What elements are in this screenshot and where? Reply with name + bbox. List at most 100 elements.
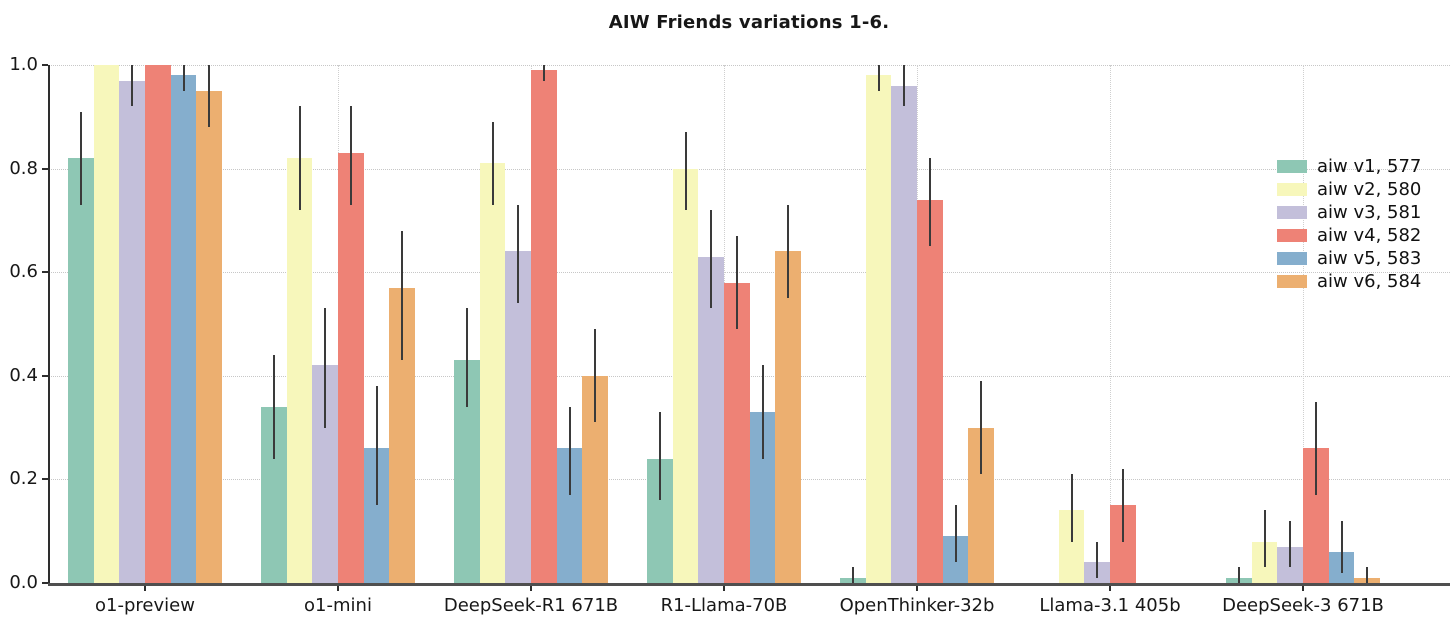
x-tick-label: DeepSeek-R1 671B xyxy=(443,595,619,616)
y-tick-label: 0.2 xyxy=(9,468,38,490)
bar-v2-1 xyxy=(93,65,120,583)
legend-item-v4: aiw v4, 582 xyxy=(1277,224,1421,247)
bar-v3-5 xyxy=(891,85,917,583)
error-bar-v4-7 xyxy=(1314,401,1317,495)
legend-label-v6: aiw v6, 584 xyxy=(1317,271,1422,292)
error-bar-v4-5 xyxy=(928,158,931,247)
legend-label-v2: aiw v2, 580 xyxy=(1317,179,1422,200)
bar-v2-4 xyxy=(672,168,699,583)
bar-v1-1 xyxy=(68,158,94,583)
error-bar-v1-2 xyxy=(272,355,275,459)
x-axis-tick xyxy=(1302,585,1304,591)
bar-v2-5 xyxy=(865,75,892,583)
x-axis-spine xyxy=(48,583,1450,586)
error-bar-v5-5 xyxy=(954,505,957,563)
error-bar-v5-3 xyxy=(568,406,571,495)
legend-swatch-v5 xyxy=(1277,252,1307,265)
legend-swatch-v1 xyxy=(1277,160,1307,173)
y-axis-tick xyxy=(42,64,48,66)
x-axis-tick xyxy=(916,585,918,591)
error-bar-v5-4 xyxy=(761,365,764,459)
y-tick-label: 0.8 xyxy=(9,157,38,179)
legend-label-v4: aiw v4, 582 xyxy=(1317,225,1422,246)
error-bar-v3-7 xyxy=(1289,520,1292,568)
error-bar-v1-7 xyxy=(1237,567,1240,583)
error-bar-v2-4 xyxy=(684,132,687,211)
legend-label-v1: aiw v1, 577 xyxy=(1317,156,1422,177)
error-bar-v3-4 xyxy=(710,210,713,309)
y-tick-label: 0.0 xyxy=(9,572,38,593)
error-bar-v6-4 xyxy=(787,204,790,299)
x-axis-tick xyxy=(144,585,146,591)
y-tick-label: 1.0 xyxy=(9,54,38,75)
y-axis-tick xyxy=(42,582,48,584)
x-axis-tick xyxy=(530,585,532,591)
error-bar-v5-1 xyxy=(182,65,185,91)
x-tick-label: Llama-3.1 405b xyxy=(1039,595,1181,616)
y-tick-label: 0.6 xyxy=(9,261,38,283)
error-bar-v1-4 xyxy=(658,412,661,501)
error-bar-v3-1 xyxy=(131,65,134,107)
legend-swatch-v3 xyxy=(1277,206,1307,219)
bar-v3-1 xyxy=(119,80,145,583)
bar-v6-4 xyxy=(775,251,801,583)
error-bar-v3-5 xyxy=(903,65,906,107)
error-bar-v6-5 xyxy=(980,380,983,475)
error-bar-v2-2 xyxy=(298,106,301,211)
legend-label-v3: aiw v3, 581 xyxy=(1317,202,1422,223)
bar-v4-3 xyxy=(531,70,557,583)
y-axis-tick xyxy=(42,167,48,170)
error-bar-v2-6 xyxy=(1070,474,1073,542)
error-bar-v2-7 xyxy=(1263,510,1266,568)
x-tick-label: o1-preview xyxy=(95,595,195,616)
legend-item-v6: aiw v6, 584 xyxy=(1277,270,1421,293)
bar-v2-2 xyxy=(286,158,313,583)
error-bar-v5-2 xyxy=(375,386,378,506)
y-axis-tick xyxy=(42,374,48,377)
legend: aiw v1, 577 aiw v2, 580 aiw v3, 581 aiw v4,… xyxy=(1277,155,1421,293)
legend-item-v2: aiw v2, 580 xyxy=(1277,178,1421,201)
gridline-horizontal xyxy=(48,168,1450,170)
error-bar-v3-3 xyxy=(517,204,520,304)
error-bar-v3-2 xyxy=(324,308,327,428)
y-axis-spine xyxy=(48,65,50,583)
error-bar-v1-1 xyxy=(79,111,82,205)
gridline-vertical xyxy=(1110,65,1111,583)
bar-v6-1 xyxy=(196,90,222,583)
y-axis-tick xyxy=(42,478,48,481)
bar-v4-5 xyxy=(917,199,943,583)
error-bar-v2-3 xyxy=(491,121,494,205)
x-tick-label: o1-mini xyxy=(304,595,372,616)
bar-v4-4 xyxy=(724,282,750,583)
x-tick-label: R1-Llama-70B xyxy=(660,595,788,616)
legend-item-v1: aiw v1, 577 xyxy=(1277,155,1421,178)
error-bar-v6-1 xyxy=(208,65,211,128)
x-axis-tick xyxy=(337,585,339,591)
error-bar-v5-7 xyxy=(1340,520,1343,573)
error-bar-v4-6 xyxy=(1121,469,1124,542)
y-tick-label: 0.4 xyxy=(9,364,38,386)
x-axis-tick xyxy=(1109,585,1111,591)
gridline-vertical xyxy=(1303,65,1304,583)
x-tick-label: DeepSeek-3 671B xyxy=(1222,595,1384,616)
chart-title: AIW Friends variations 1-6. xyxy=(608,12,890,33)
bar-v2-3 xyxy=(479,163,506,583)
y-axis-tick xyxy=(42,271,48,274)
error-bar-v6-2 xyxy=(401,230,404,361)
error-bar-v1-5 xyxy=(851,567,854,583)
error-bar-v6-3 xyxy=(594,329,597,423)
error-bar-v6-7 xyxy=(1366,567,1369,583)
legend-swatch-v6 xyxy=(1277,275,1307,288)
error-bar-v1-3 xyxy=(465,308,468,407)
gridline-horizontal xyxy=(48,272,1450,274)
legend-item-v5: aiw v5, 583 xyxy=(1277,247,1421,270)
bar-v5-1 xyxy=(170,75,197,583)
bar-v4-2 xyxy=(338,153,364,583)
x-tick-label: OpenThinker-32b xyxy=(839,595,995,616)
legend-swatch-v4 xyxy=(1277,229,1307,242)
gridline-horizontal xyxy=(48,65,1450,66)
bar-v3-3 xyxy=(505,251,531,583)
error-bar-v3-6 xyxy=(1096,541,1099,578)
error-bar-v2-5 xyxy=(877,65,880,91)
